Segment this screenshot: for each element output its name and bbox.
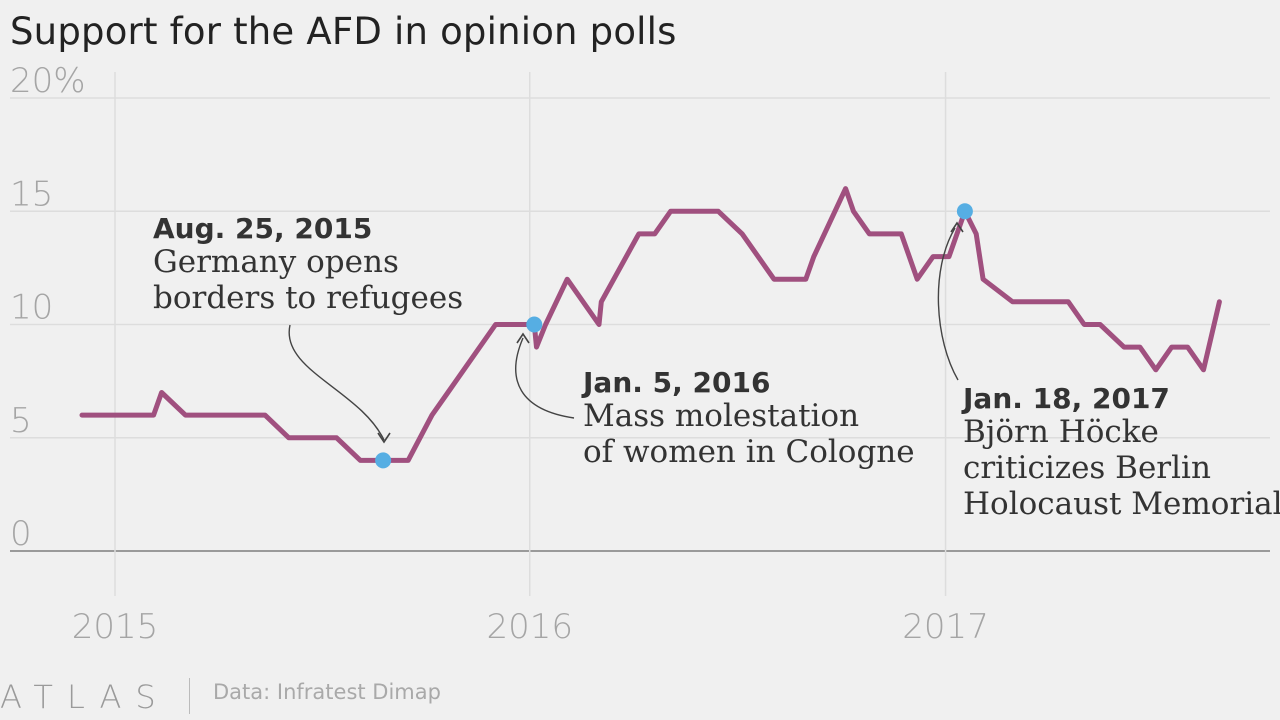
atlas-logo: ATLAS	[0, 678, 170, 716]
footer-divider	[189, 678, 190, 714]
series-line-layer	[79, 186, 1222, 463]
annotation-arrow	[937, 227, 959, 381]
highlight-point	[526, 316, 543, 333]
chart-title: Support for the AFD in opinion polls	[10, 10, 677, 53]
annotation-date: Jan. 5, 2016	[581, 366, 770, 399]
annotation-date: Aug. 25, 2015	[153, 212, 372, 245]
annotation-text: Björn Höcke	[963, 414, 1159, 450]
data-source: Data: Infratest Dimap	[213, 680, 441, 704]
x-tick-label: 2017	[902, 607, 989, 647]
x-tick-label: 2015	[72, 607, 159, 647]
y-tick-label: 5	[10, 401, 32, 441]
annotation-text: Holocaust Memorial	[963, 486, 1280, 522]
y-axis-ticks: 0 5 10 15 20%	[10, 61, 86, 554]
y-tick-label: 10	[10, 288, 53, 328]
annotation-date: Jan. 18, 2017	[961, 382, 1170, 415]
x-axis-ticks: 2015 2016 2017	[72, 607, 989, 647]
annotation-text: of women in Cologne	[583, 434, 915, 470]
annotation-text: criticizes Berlin	[963, 450, 1211, 486]
annotation-arrowhead	[516, 332, 530, 344]
y-tick-label: 0	[10, 514, 32, 554]
annotation-text: borders to refugees	[153, 280, 463, 316]
annotation-text: Germany opens	[153, 244, 399, 280]
highlight-point	[375, 452, 392, 469]
annotation-arrowhead	[950, 221, 964, 233]
series-line	[79, 186, 1222, 463]
annotation-arrow	[288, 324, 385, 441]
gridlines	[10, 72, 1270, 596]
y-tick-label: 15	[10, 174, 53, 214]
x-tick-label: 2016	[486, 607, 573, 647]
highlight-points	[375, 203, 973, 469]
annotation-text: Mass molestation	[583, 398, 859, 434]
footer: ATLAS Data: Infratest Dimap	[0, 672, 1280, 720]
highlight-point	[956, 203, 973, 220]
annotation-arrow	[515, 337, 575, 419]
annotation-arrowhead	[377, 432, 391, 444]
afd-poll-chart: 0 5 10 15 20% 2015 2016 2017 Aug. 25, 2015Germ…	[10, 61, 1280, 647]
y-tick-label: 20%	[10, 61, 86, 101]
